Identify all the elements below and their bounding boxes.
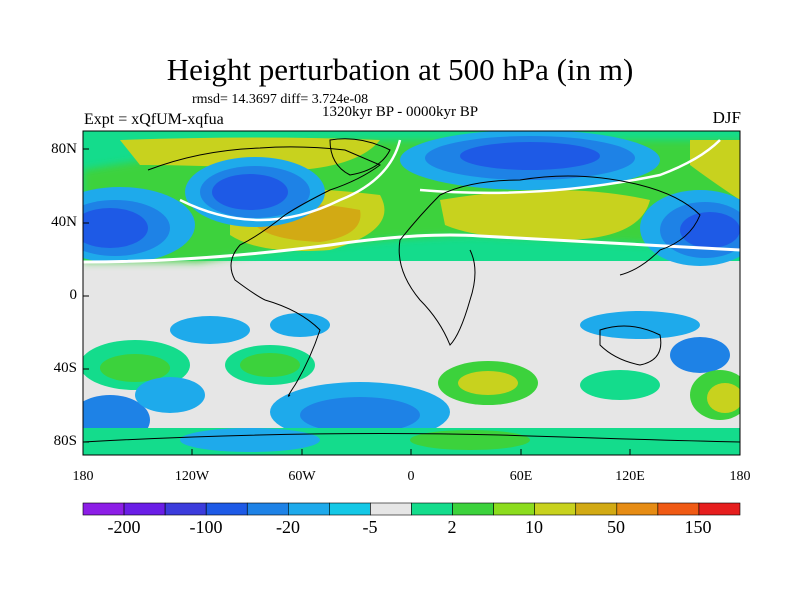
lat-label: 0 [69, 287, 78, 303]
colorbar-swatch [698, 502, 741, 516]
colorbar-swatch [575, 502, 618, 516]
colorbar-label: 150 [684, 517, 712, 537]
axis-ticks [83, 148, 631, 455]
colorbar-swatch [616, 502, 659, 516]
colorbar-swatch [329, 502, 371, 516]
experiment-label: Expt = xQfUM-xqfua [84, 111, 224, 128]
lat-label: 80N [51, 141, 77, 157]
colorbar-swatch [82, 502, 125, 516]
colorbar-label: 50 [607, 517, 625, 537]
colorbar-swatch [370, 502, 412, 516]
colorbar-swatch [452, 502, 494, 516]
coastlines [83, 138, 740, 443]
colorbar-swatch [493, 502, 535, 516]
anomaly-field [83, 131, 740, 455]
lon-label: 120E [615, 469, 645, 484]
colorbar-swatch [657, 502, 700, 516]
lon-label: 0 [407, 469, 415, 484]
colorbar-swatch [411, 502, 453, 516]
colorbar-label: -100 [189, 517, 223, 537]
lon-label: 60W [288, 469, 316, 484]
period-label: 1320kyr BP - 0000kyr BP [322, 104, 479, 120]
colorbar-swatch [205, 502, 248, 516]
lat-label: 40N [51, 214, 77, 230]
colorbar-swatch [123, 502, 166, 516]
lat-label: 40S [53, 360, 77, 376]
chart-title: Height perturbation at 500 hPa (in m) [166, 52, 634, 87]
colorbar-swatch [164, 502, 207, 516]
lon-label: 180 [72, 469, 94, 484]
stats-line: rmsd= 14.3697 diff= 3.724e-08 [192, 92, 369, 107]
colorbar-label: -200 [107, 517, 141, 537]
season-label: DJF [712, 108, 741, 127]
colorbar-swatch [246, 502, 289, 516]
lon-label: 120W [174, 469, 210, 484]
lat-label: 80S [53, 433, 77, 449]
colorbar [82, 502, 741, 516]
colorbar-swatch [288, 502, 330, 516]
colorbar-label: -5 [362, 517, 378, 537]
lon-label: 180 [729, 469, 751, 484]
colorbar-label: -20 [276, 517, 300, 537]
lon-label: 60E [509, 469, 533, 484]
colorbar-label: 2 [447, 517, 457, 537]
colorbar-label: 10 [525, 517, 543, 537]
colorbar-swatch [534, 502, 577, 516]
